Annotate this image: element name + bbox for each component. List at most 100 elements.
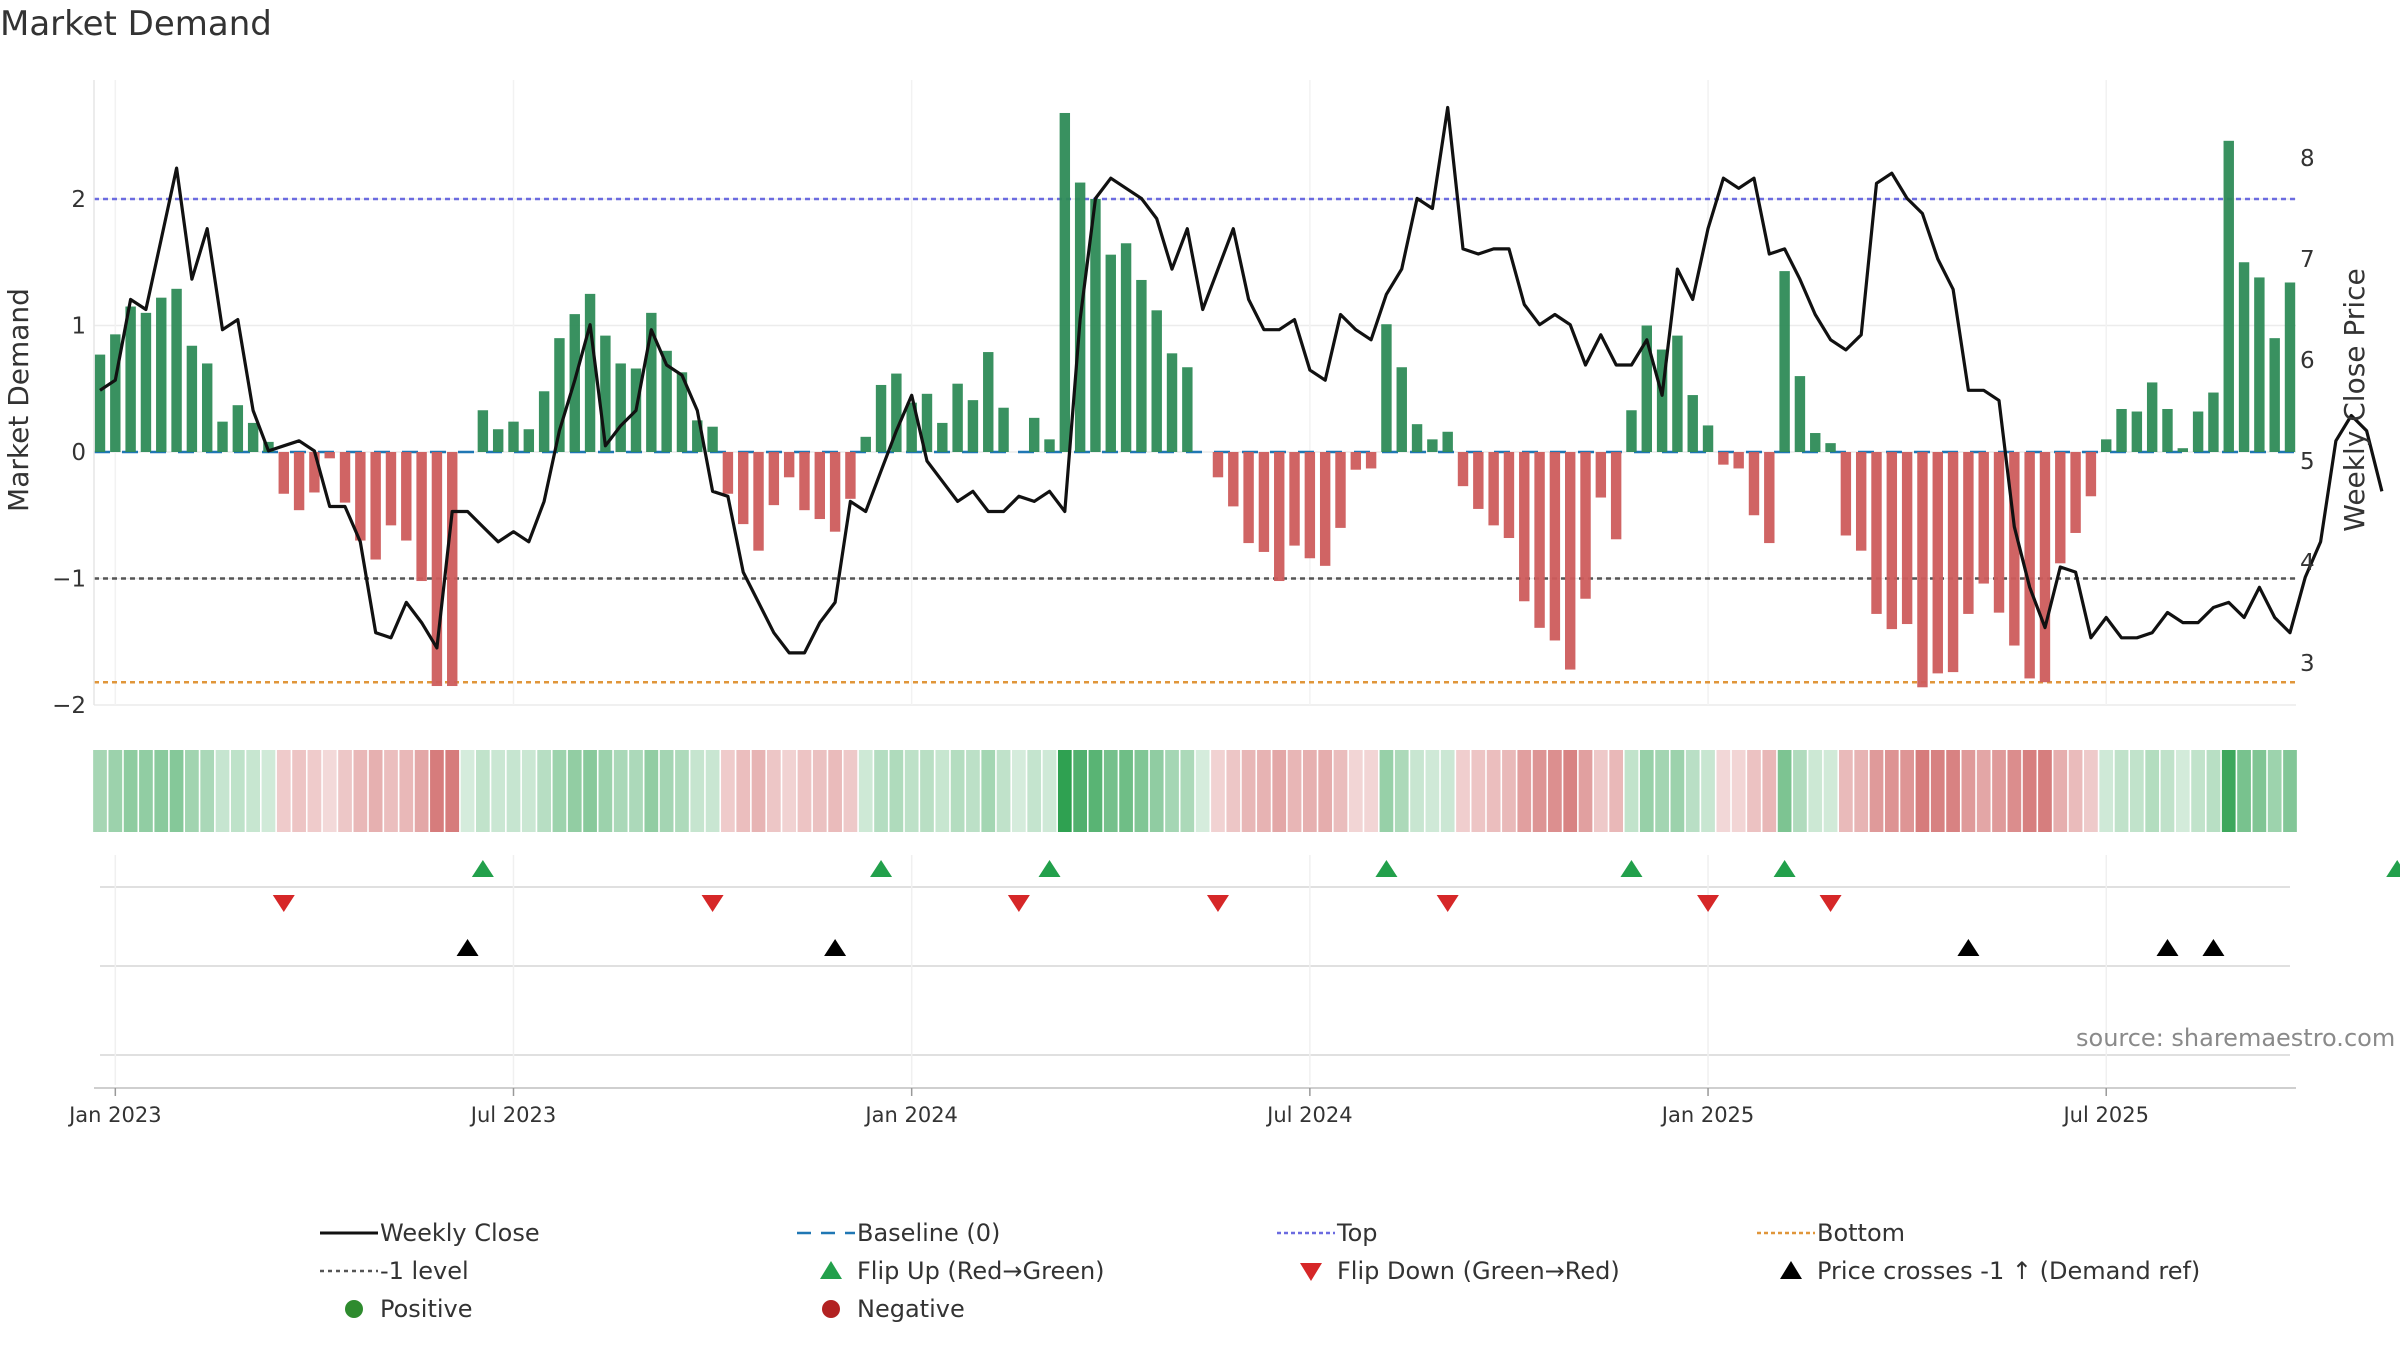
demand-bar — [370, 452, 381, 560]
flip-down-triangle-icon — [1300, 1263, 1322, 1281]
strip-cell — [476, 750, 490, 832]
chart-title: Market Demand — [0, 4, 272, 44]
demand-bar — [447, 452, 458, 687]
legend-price-cross-label: Price crosses -1 ↑ (Demand ref) — [1817, 1257, 2201, 1285]
legend-minus1: -1 level — [310, 1253, 469, 1289]
strip-cell — [1486, 750, 1501, 832]
demand-bar — [814, 452, 825, 520]
demand-bar — [278, 452, 289, 494]
demand-bar — [1289, 452, 1300, 546]
strip-cell — [935, 750, 950, 832]
strip-cell — [1839, 750, 1853, 832]
strip-cell — [460, 750, 475, 832]
strip-cell — [1685, 750, 1700, 832]
strip-cell — [1777, 750, 1792, 832]
strip-cell — [904, 750, 919, 832]
strip-cell — [1272, 750, 1287, 832]
strip-cell — [613, 750, 628, 832]
strip-cell — [1471, 750, 1486, 832]
demand-bar — [845, 452, 856, 499]
strip-cell — [1119, 750, 1133, 832]
demand-bar — [1319, 452, 1331, 566]
strip-cell — [1379, 750, 1394, 832]
strip-cell — [1670, 750, 1685, 832]
demand-bar — [1044, 439, 1055, 452]
legend-negative-label: Negative — [857, 1295, 965, 1323]
flip-up-marker — [2386, 860, 2400, 877]
demand-bar — [1963, 452, 1974, 614]
legend-top-label: Top — [1337, 1219, 1378, 1247]
strip-cell — [1823, 750, 1838, 832]
flip-down-marker — [1819, 895, 1842, 912]
demand-bar — [156, 297, 167, 452]
demand-bar — [1212, 452, 1224, 478]
demand-bar — [1855, 452, 1867, 551]
demand-bar — [1151, 310, 1162, 452]
strip-cell — [1869, 750, 1884, 832]
strip-cell — [1241, 750, 1256, 832]
x-tick-label: Jul 2024 — [1265, 1103, 1352, 1127]
strip-cell — [797, 750, 812, 832]
x-tick-label: Jan 2023 — [67, 1103, 162, 1127]
demand-bar — [232, 405, 244, 452]
price-series — [99, 105, 2384, 655]
demand-bar — [1641, 325, 1652, 452]
price-cross-triangle-icon — [1780, 1261, 1802, 1279]
axes: 2 1 0 −1 −2 8 7 6 5 4 3 Market Demand Weekly Close P… — [2, 80, 2371, 719]
demand-bar — [171, 288, 182, 452]
flip-down-marker — [1436, 895, 1459, 912]
strip-cell — [644, 750, 659, 832]
strip-cell — [1287, 750, 1302, 832]
strip-cell — [368, 750, 383, 832]
strip-cell — [2206, 750, 2221, 832]
legend-weekly-close-label: Weekly Close — [380, 1219, 540, 1247]
demand-bar — [860, 436, 871, 452]
demand-bar — [1258, 452, 1270, 552]
strip-cell — [1854, 750, 1869, 832]
strip-cell — [920, 750, 934, 832]
demand-bar — [1626, 410, 1637, 452]
legend-positive-label: Positive — [380, 1295, 473, 1323]
demand-bar — [1090, 199, 1101, 452]
strip-cell — [1440, 750, 1455, 832]
demand-bar — [2192, 411, 2204, 452]
strip-cell — [567, 750, 582, 832]
x-tick-label: Jul 2023 — [469, 1103, 556, 1127]
strip-cell — [185, 750, 199, 832]
demand-bar — [646, 312, 657, 452]
strip-cell — [2007, 750, 2022, 832]
legend-flip-up: Flip Up (Red→Green) — [787, 1253, 1105, 1289]
strip-cell — [2068, 750, 2083, 832]
strip-cell — [1624, 750, 1639, 832]
demand-bar — [1411, 424, 1423, 452]
strip-cell — [1088, 750, 1103, 832]
event-markers — [100, 855, 2400, 1085]
demand-bar — [1810, 433, 1821, 452]
demand-bar — [2177, 448, 2189, 452]
demand-bar — [1228, 452, 1239, 507]
flip-down-marker — [1007, 895, 1030, 912]
strip-cell — [1073, 750, 1087, 832]
demand-bar — [2009, 452, 2020, 646]
strip-cell — [246, 750, 261, 832]
strip-cell — [200, 750, 215, 832]
strip-cell — [292, 750, 306, 832]
strip-cell — [1318, 750, 1333, 832]
strip-cell — [705, 750, 720, 832]
demand-bar — [722, 452, 734, 494]
strip-cell — [843, 750, 858, 832]
strip-cell — [154, 750, 169, 832]
strip-cell — [1057, 750, 1072, 832]
demand-bar — [1304, 452, 1316, 559]
strip-cell — [1149, 750, 1164, 832]
legend-flip-down-label: Flip Down (Green→Red) — [1337, 1257, 1620, 1285]
strip-cell — [858, 750, 873, 832]
strip-cell — [1394, 750, 1409, 832]
demand-bar — [309, 452, 320, 493]
strip-cell — [353, 750, 368, 832]
x-tick-label: Jul 2025 — [2061, 1103, 2148, 1127]
negative-dot-icon — [822, 1300, 840, 1318]
strip-cell — [1456, 750, 1470, 832]
demand-bar — [921, 393, 933, 452]
